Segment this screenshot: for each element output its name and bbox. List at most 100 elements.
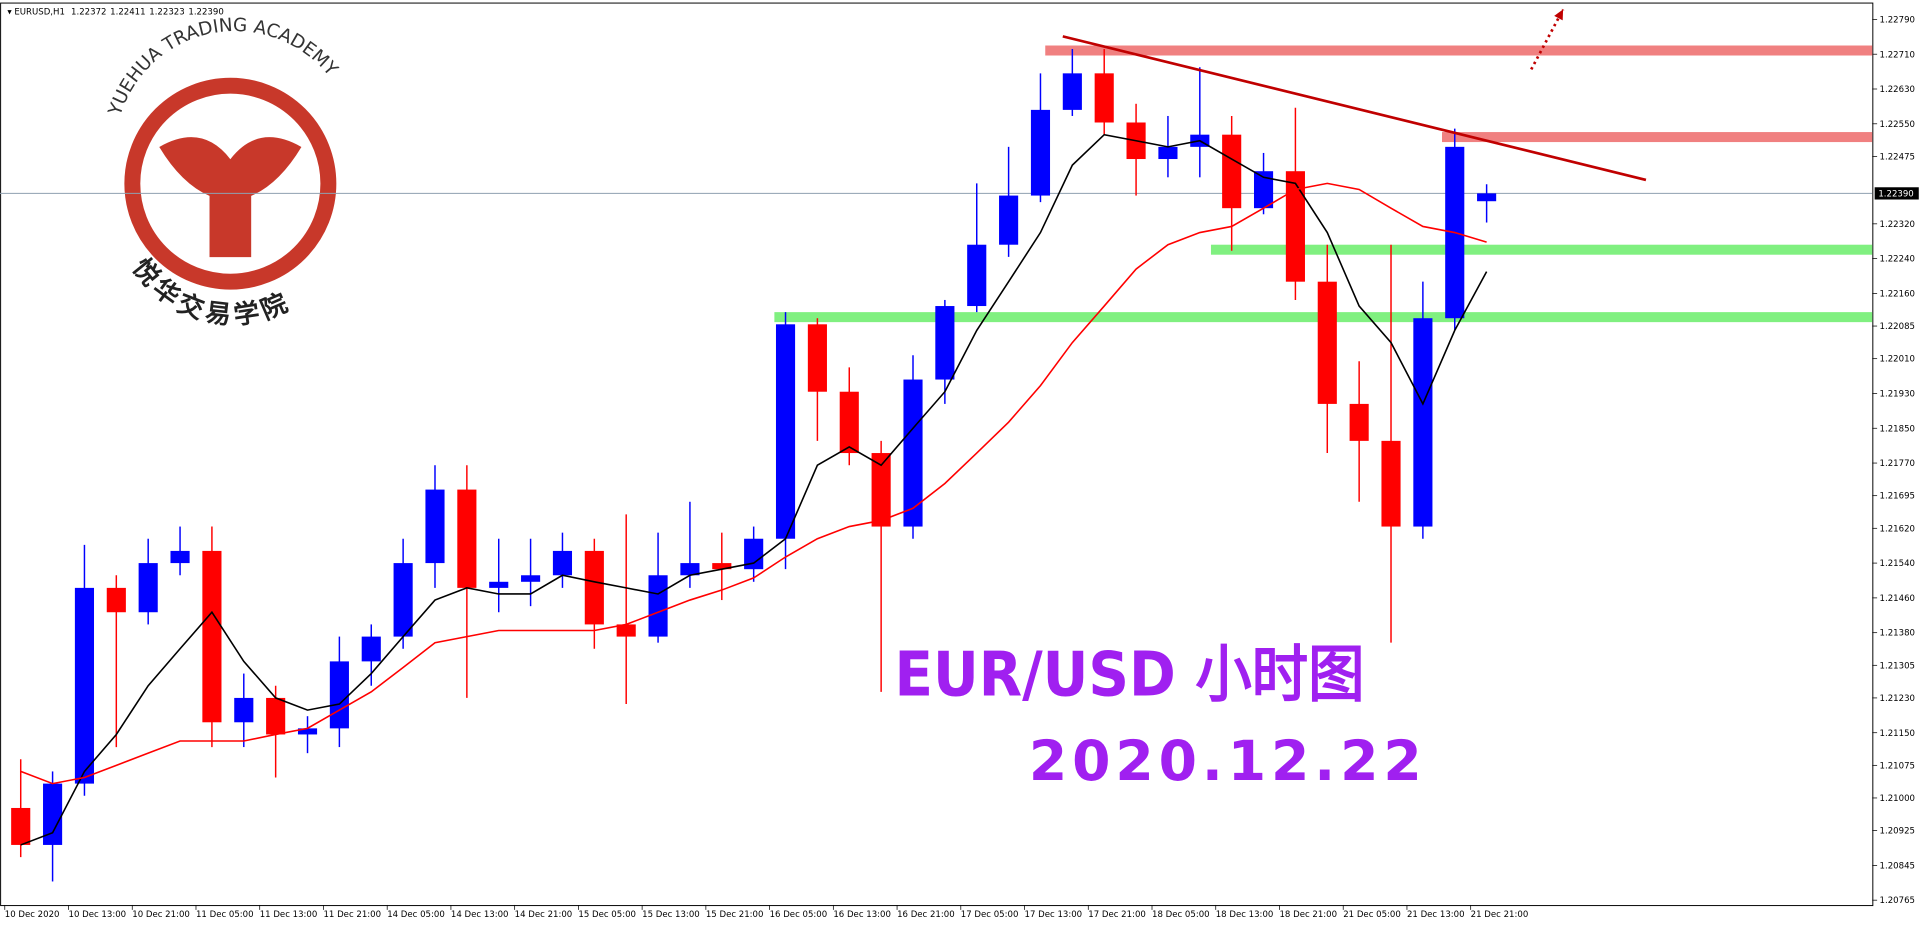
y-tick-label: 1.21930 — [1880, 390, 1915, 400]
logo-mark — [159, 137, 302, 258]
candle-body — [1349, 403, 1369, 441]
y-tick-label: 1.20765 — [1880, 896, 1915, 906]
y-tick-label: 1.21305 — [1880, 661, 1915, 671]
candle-body — [584, 550, 604, 625]
candle-body — [106, 587, 126, 613]
header-value: 1.22390 — [188, 8, 223, 18]
y-tick-label: 1.21150 — [1880, 729, 1915, 739]
candle-body — [457, 489, 477, 588]
price-zone — [1210, 244, 1873, 255]
moving-average — [20, 133, 1488, 846]
candle-body — [361, 636, 381, 662]
x-tick-label: 16 Dec 21:00 — [897, 910, 955, 920]
y-tick-label: 1.21460 — [1880, 594, 1915, 604]
overlay-date: 2020.12.22 — [1029, 729, 1427, 793]
candle-body — [935, 306, 955, 380]
candle-body — [1381, 440, 1401, 527]
x-tick-label: 10 Dec 2020 — [5, 910, 60, 920]
symbol-text: EURUSD,H1 — [14, 8, 65, 18]
y-tick-label: 1.21000 — [1880, 794, 1915, 804]
candle-body — [1253, 171, 1274, 209]
symbol: ▾ EURUSD,H1 1.22372 1.22411 1.22323 1.22390 — [7, 8, 223, 18]
candle-body — [138, 563, 158, 613]
candle-body — [552, 550, 573, 576]
x-tick-label: 11 Dec 13:00 — [260, 910, 318, 920]
price-zone — [1442, 132, 1873, 143]
candle-body — [297, 728, 318, 735]
y-tick-label: 1.21695 — [1880, 492, 1915, 502]
y-tick-label: 1.21620 — [1880, 524, 1915, 534]
y-tick-label: 1.22475 — [1880, 152, 1915, 162]
candle-body — [43, 783, 63, 845]
y-tick-label: 1.21850 — [1880, 424, 1915, 434]
candle-body — [489, 581, 509, 588]
arrow-head — [1554, 9, 1564, 21]
y-tick-label: 1.22010 — [1880, 355, 1915, 365]
candle-body — [871, 453, 891, 527]
y-tick-label: 1.22160 — [1880, 289, 1915, 299]
arrow — [1530, 8, 1565, 71]
x-tick-label: 16 Dec 05:00 — [770, 910, 828, 920]
x-tick-label: 14 Dec 13:00 — [451, 910, 509, 920]
candle-body — [775, 324, 796, 539]
candle-body — [648, 575, 668, 637]
candle-body — [425, 489, 445, 564]
header-value: 1.22372 — [71, 8, 106, 18]
candle-body — [1285, 171, 1305, 282]
y-tick-label: 1.22240 — [1880, 255, 1915, 265]
candle-body — [1317, 281, 1337, 404]
y-tick-label: 1.21230 — [1880, 694, 1915, 704]
y-tick-label: 1.22790 — [1880, 15, 1915, 25]
x-tick-label: 16 Dec 13:00 — [833, 910, 891, 920]
candle-body — [680, 563, 700, 576]
x-tick-label: 15 Dec 21:00 — [706, 910, 764, 920]
y-tick-label: 1.22710 — [1880, 50, 1915, 60]
x-tick-label: 15 Dec 05:00 — [578, 910, 636, 920]
candle-body — [967, 244, 987, 307]
candle-body — [11, 807, 31, 845]
candle-body — [393, 563, 413, 637]
x-tick-label: 15 Dec 13:00 — [642, 910, 700, 920]
header-value: 1.22411 — [110, 8, 145, 18]
candle-body — [1094, 73, 1114, 123]
candle-body — [1222, 134, 1242, 209]
x-tick-label: 21 Dec 05:00 — [1343, 910, 1401, 920]
y-tick-label: 1.21540 — [1880, 559, 1915, 569]
last-price-box — [1874, 187, 1919, 200]
candle-body — [170, 550, 190, 564]
y-tick-label: 1.21770 — [1880, 459, 1915, 469]
candle-body — [202, 550, 222, 723]
candle-body — [744, 538, 764, 570]
x-tick-label: 10 Dec 13:00 — [69, 910, 127, 920]
y-tick-label: 1.21075 — [1880, 761, 1915, 771]
candle-body — [74, 587, 95, 784]
x-tick-label: 17 Dec 05:00 — [961, 910, 1019, 920]
candle-body — [521, 575, 541, 582]
candle-body — [1413, 318, 1433, 527]
candle-body — [266, 697, 286, 735]
x-tick-label: 17 Dec 13:00 — [1025, 910, 1083, 920]
x-tick-label: 11 Dec 21:00 — [323, 910, 381, 920]
x-tick-label: 14 Dec 21:00 — [515, 910, 573, 920]
candle-body — [712, 563, 732, 570]
y-tick-label: 1.21380 — [1880, 629, 1915, 639]
x-tick-label: 11 Dec 05:00 — [196, 910, 254, 920]
candle-body — [329, 661, 349, 729]
candle-body — [839, 391, 859, 454]
candle-body — [1477, 193, 1497, 202]
candle-body — [616, 624, 636, 637]
price-zone — [1045, 45, 1873, 56]
candle-body — [807, 324, 827, 392]
y-tick-label: 1.22320 — [1880, 220, 1915, 230]
y-tick-label: 1.22085 — [1880, 322, 1915, 332]
x-tick-label: 14 Dec 05:00 — [387, 910, 445, 920]
y-tick-label: 1.22550 — [1880, 120, 1915, 130]
moving-average — [20, 182, 1487, 785]
plot-frame — [0, 2, 1874, 907]
trendline — [1062, 35, 1647, 182]
candle-body — [903, 379, 923, 527]
candle-body — [999, 195, 1019, 245]
overlay-title: EUR/USD 小时图 — [894, 638, 1364, 710]
candle-body — [1062, 73, 1082, 110]
